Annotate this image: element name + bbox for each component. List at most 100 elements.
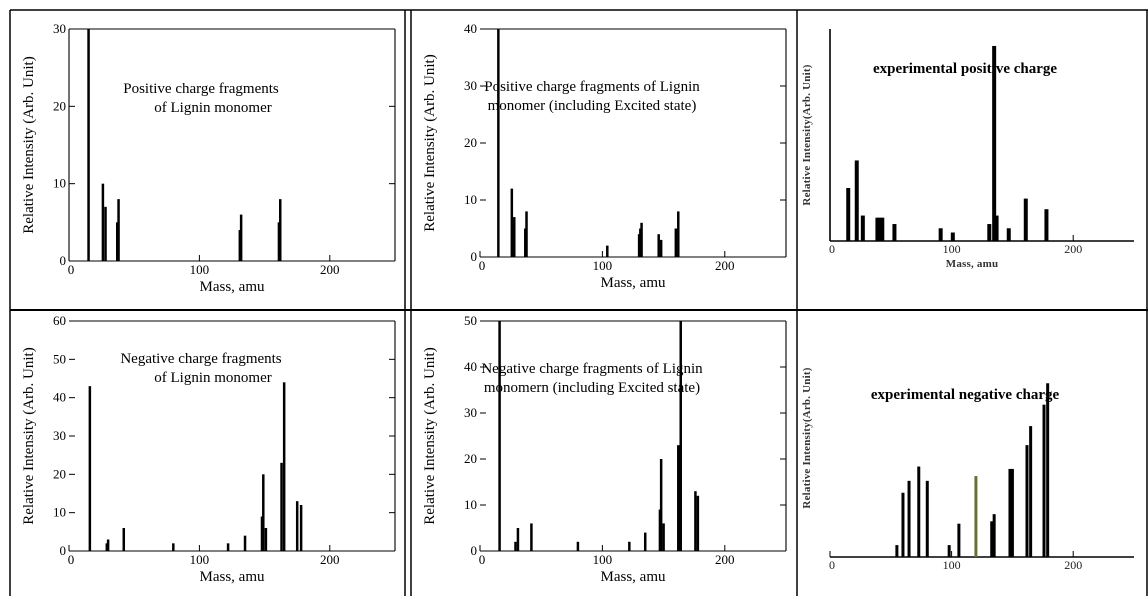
bar <box>88 386 92 551</box>
bar <box>498 321 501 551</box>
y-tick-label: 60 <box>53 313 66 328</box>
x-axis-title: Mass, amu <box>601 275 666 291</box>
bar <box>172 543 175 551</box>
bar <box>282 382 286 551</box>
bar <box>938 228 943 241</box>
bar <box>880 217 885 241</box>
bar <box>917 466 921 557</box>
chart-positive-lignin-excited: 0 10 20 30 40 0 100 200 Mass, amu Relative Intens… <box>412 11 796 309</box>
chart-svg: 0 10 20 30 40 0 100 200 Mass, amu Relative Intens… <box>422 21 787 291</box>
x-tick-label: 0 <box>829 558 835 572</box>
bar <box>957 523 961 557</box>
bar <box>101 183 105 261</box>
bar <box>278 199 282 261</box>
x-tick-label: 200 <box>320 262 340 277</box>
y-tick-label: 20 <box>53 98 66 113</box>
bar <box>525 211 528 257</box>
y-tick-label: 10 <box>464 497 477 512</box>
bar <box>243 535 247 551</box>
y-tick-label: 10 <box>464 192 477 207</box>
x-axis-title: Mass, amu <box>200 279 265 295</box>
bar <box>992 514 996 557</box>
chart-annotation: experimental positive charge <box>873 61 1057 77</box>
bar <box>1023 198 1028 241</box>
chart-annotation: experimental negative charge <box>871 387 1060 403</box>
x-tick-label: 200 <box>1064 558 1082 572</box>
chart-annotation: Positive charge fragments of Lignin <box>484 79 700 95</box>
x-tick-label: 0 <box>479 258 486 273</box>
bar <box>877 217 882 241</box>
bar <box>974 476 978 557</box>
chart-negative-lignin-monomer: 0 10 20 30 40 50 60 0 100 200 Mass, amu Relative In… <box>11 311 404 596</box>
y-tick-label: 10 <box>53 505 66 520</box>
bar <box>677 445 680 551</box>
x-axis-title: Mass, amu <box>601 569 666 585</box>
bar <box>990 521 994 557</box>
bar <box>514 541 517 551</box>
bar <box>640 222 643 257</box>
bar <box>530 523 533 551</box>
y-tick-label: 30 <box>464 405 477 420</box>
x-tick-label: 200 <box>320 552 340 567</box>
bar <box>277 222 281 261</box>
y-tick-label: 20 <box>53 466 66 481</box>
bar <box>238 230 242 261</box>
bar <box>643 532 647 551</box>
chart-svg: 0 100 200 Relative Intensity(Arb. Unit) expe… <box>801 367 1134 572</box>
bar <box>513 217 516 257</box>
bar <box>1029 426 1033 557</box>
chart-negative-lignin-excited: 0 10 20 30 40 50 0 100 200 Mass, amu Relative Inte… <box>412 311 796 596</box>
bar <box>694 491 697 551</box>
bar <box>1046 383 1050 557</box>
bar <box>875 217 880 241</box>
bar <box>280 462 283 551</box>
x-tick-label: 100 <box>593 258 613 273</box>
y-tick-label: 0 <box>471 249 478 264</box>
bar <box>295 501 299 551</box>
bar <box>992 45 997 242</box>
bar <box>117 199 120 261</box>
bar <box>925 480 929 557</box>
bar <box>947 545 951 557</box>
bar <box>657 234 660 257</box>
x-tick-label: 100 <box>943 242 961 256</box>
bar <box>1044 209 1049 241</box>
y-tick-label: 0 <box>471 543 478 558</box>
bar <box>987 224 992 241</box>
chart-annotation: Negative charge fragments <box>120 351 281 367</box>
bar <box>226 543 230 551</box>
bar <box>105 543 109 551</box>
bar <box>497 29 500 257</box>
bar <box>950 232 955 241</box>
x-tick-label: 0 <box>479 552 486 567</box>
y-tick-label: 50 <box>464 313 477 328</box>
bar <box>994 215 999 241</box>
x-tick-label: 100 <box>190 552 210 567</box>
bar <box>606 245 609 257</box>
bar <box>260 516 264 551</box>
x-tick-label: 200 <box>715 258 735 273</box>
x-axis-title: Mass, amu <box>946 258 999 270</box>
chart-svg: 0 10 20 30 40 50 60 0 100 200 Mass, amu Relative In… <box>21 313 396 585</box>
chart-annotation: Negative charge fragments of Lignin <box>481 361 703 377</box>
y-axis-title: Relative Intensity(Arb. Unit) <box>801 64 813 205</box>
bar <box>262 474 265 551</box>
x-tick-label: 0 <box>68 552 75 567</box>
x-tick-label: 0 <box>68 262 75 277</box>
bar <box>115 222 119 261</box>
x-tick-label: 200 <box>715 552 735 567</box>
bar <box>679 321 682 551</box>
bar <box>901 492 905 557</box>
y-tick-label: 20 <box>464 135 477 150</box>
bar <box>659 239 663 257</box>
chart-annotation: monomern (including Excited state) <box>484 380 700 396</box>
y-tick-label: 10 <box>53 176 66 191</box>
x-axis-title: Mass, amu <box>200 569 265 585</box>
y-tick-label: 40 <box>53 390 66 405</box>
y-tick-label: 30 <box>53 428 66 443</box>
y-tick-label: 0 <box>60 253 67 268</box>
bar <box>576 541 580 551</box>
x-tick-label: 100 <box>943 558 961 572</box>
bar <box>299 505 303 551</box>
